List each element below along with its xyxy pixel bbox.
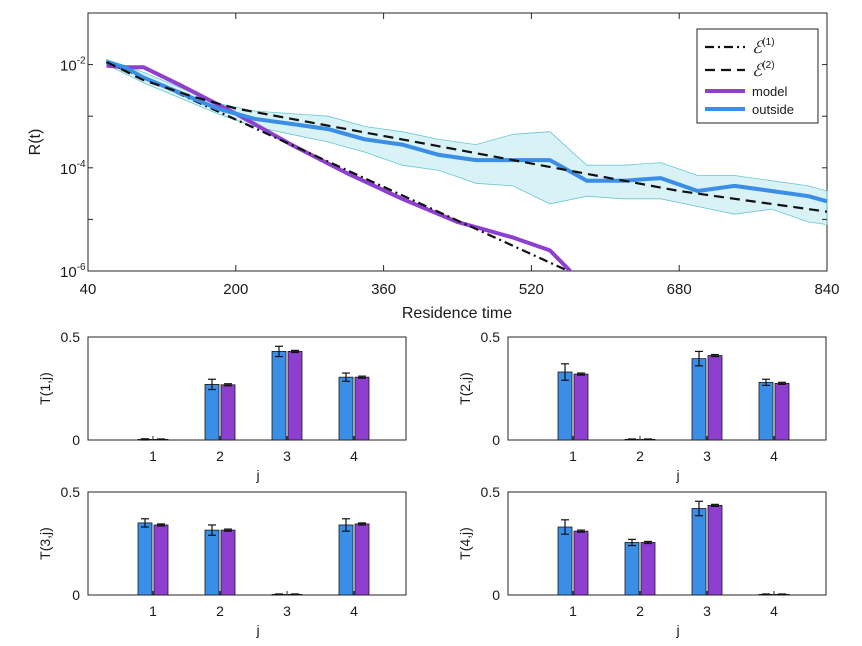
legend-label-outside: outside	[752, 102, 794, 117]
x-tick-label: 3	[703, 448, 711, 464]
x-tick-label: 4	[770, 448, 778, 464]
x-tick-label: 680	[667, 281, 692, 298]
bar-outside	[624, 542, 640, 596]
y-axis-label: T(2,j)	[457, 372, 473, 405]
bar-model	[220, 384, 236, 441]
bar-outside	[758, 381, 774, 441]
bar-outside	[338, 376, 354, 441]
y-axis-label: T(1,j)	[37, 372, 53, 405]
outside-range-band-group	[106, 58, 828, 226]
legend-label-e1: ℰ(1)	[752, 37, 775, 57]
x-tick-label: 3	[283, 448, 291, 464]
x-tick-label: 40	[80, 281, 97, 298]
bar-model	[774, 382, 790, 441]
x-tick-label: 1	[149, 603, 157, 619]
bar-outside	[204, 529, 220, 596]
x-axis-label: Residence time	[402, 305, 512, 322]
bar-model	[640, 542, 656, 596]
legend-label-model: model	[752, 84, 788, 99]
series-line-model	[106, 63, 572, 271]
y-tick-exponent: -6	[77, 262, 86, 273]
x-tick-label: 3	[283, 603, 291, 619]
x-axis-label: j	[255, 467, 259, 483]
bar-model	[287, 351, 303, 441]
y-tick-label: 0.5	[61, 329, 81, 345]
x-tick-label: 2	[216, 603, 224, 619]
y-tick-label: 0	[72, 432, 80, 448]
y-tick-exponent: -4	[77, 159, 86, 170]
y-tick-label: 0.5	[481, 329, 501, 345]
y-tick-label: 0	[492, 587, 500, 603]
bar-chart-panel-1: 0 0.5 T(1,j) j 1 2 3 4	[37, 329, 407, 483]
x-tick-label: 3	[703, 603, 711, 619]
x-axis-label: j	[255, 622, 259, 638]
x-tick-label: 200	[223, 281, 248, 298]
bar-model	[153, 524, 169, 596]
y-tick-label: 0.5	[481, 484, 501, 500]
y-tick-label: 0	[72, 587, 80, 603]
y-tick-label: 10-6	[60, 262, 86, 281]
x-tick-label: 2	[636, 603, 644, 619]
legend: ℰ(1) ℰ(2) model outside	[696, 28, 819, 124]
x-tick-label: 2	[636, 448, 644, 464]
outside-range-band	[106, 58, 828, 226]
bar-outside	[204, 383, 220, 441]
y-tick-label: 0	[492, 432, 500, 448]
bar-model	[573, 530, 589, 596]
x-tick-label: 4	[350, 448, 358, 464]
bar-chart-plot-area	[507, 491, 827, 596]
residence-time-chart: 40 200 360 520 680 840 10-2 10-4 10-6 Residence…	[27, 12, 840, 322]
series-line-outside	[105, 60, 827, 204]
y-axis-label: T(3,j)	[37, 527, 53, 560]
y-tick-label: 10-4	[60, 159, 86, 178]
bar-model	[707, 355, 723, 441]
y-tick-exponent: -2	[77, 56, 86, 67]
x-tick-label: 2	[216, 448, 224, 464]
x-tick-label: 1	[569, 603, 577, 619]
bar-model	[354, 376, 370, 441]
transition-bar-charts: 0 0.5 T(1,j) j 1 2 3 4 0 0.5 T(2,j) j 1 2 3 4 0 0.5 T(3,j)…	[37, 329, 827, 638]
bar-outside	[691, 358, 707, 441]
bar-model	[707, 504, 723, 596]
bar-outside	[271, 351, 287, 441]
x-tick-label: 1	[569, 448, 577, 464]
y-tick-label: 0.5	[61, 484, 81, 500]
x-axis-label: j	[675, 622, 679, 638]
x-axis-label: j	[675, 467, 679, 483]
bar-outside	[338, 524, 354, 596]
series-line-e2	[106, 61, 827, 213]
x-tick-label: 840	[814, 281, 839, 298]
y-axis-label: R(t)	[27, 129, 44, 156]
legend-label-e2: ℰ(2)	[752, 60, 775, 80]
bar-outside	[557, 526, 573, 596]
bar-outside	[137, 522, 153, 596]
x-tick-label: 520	[519, 281, 544, 298]
x-tick-label: 1	[149, 448, 157, 464]
x-tick-label: 4	[350, 603, 358, 619]
bar-model	[573, 373, 589, 441]
y-axis-label: T(4,j)	[457, 527, 473, 560]
bar-model	[354, 523, 370, 596]
y-tick-label: 10-2	[60, 56, 86, 75]
bar-model	[220, 529, 236, 596]
line-series-group	[105, 60, 827, 271]
bar-chart-panel-2: 0 0.5 T(2,j) j 1 2 3 4	[457, 329, 827, 483]
bar-chart-panel-3: 0 0.5 T(3,j) j 1 2 3 4	[37, 484, 407, 638]
x-tick-label: 4	[770, 603, 778, 619]
x-axis-ticks: 40 200 360 520 680 840	[80, 13, 840, 298]
x-tick-label: 360	[371, 281, 396, 298]
bar-outside	[557, 371, 573, 441]
bar-outside	[691, 508, 707, 596]
bar-chart-panel-4: 0 0.5 T(4,j) j 1 2 3 4	[457, 484, 827, 638]
